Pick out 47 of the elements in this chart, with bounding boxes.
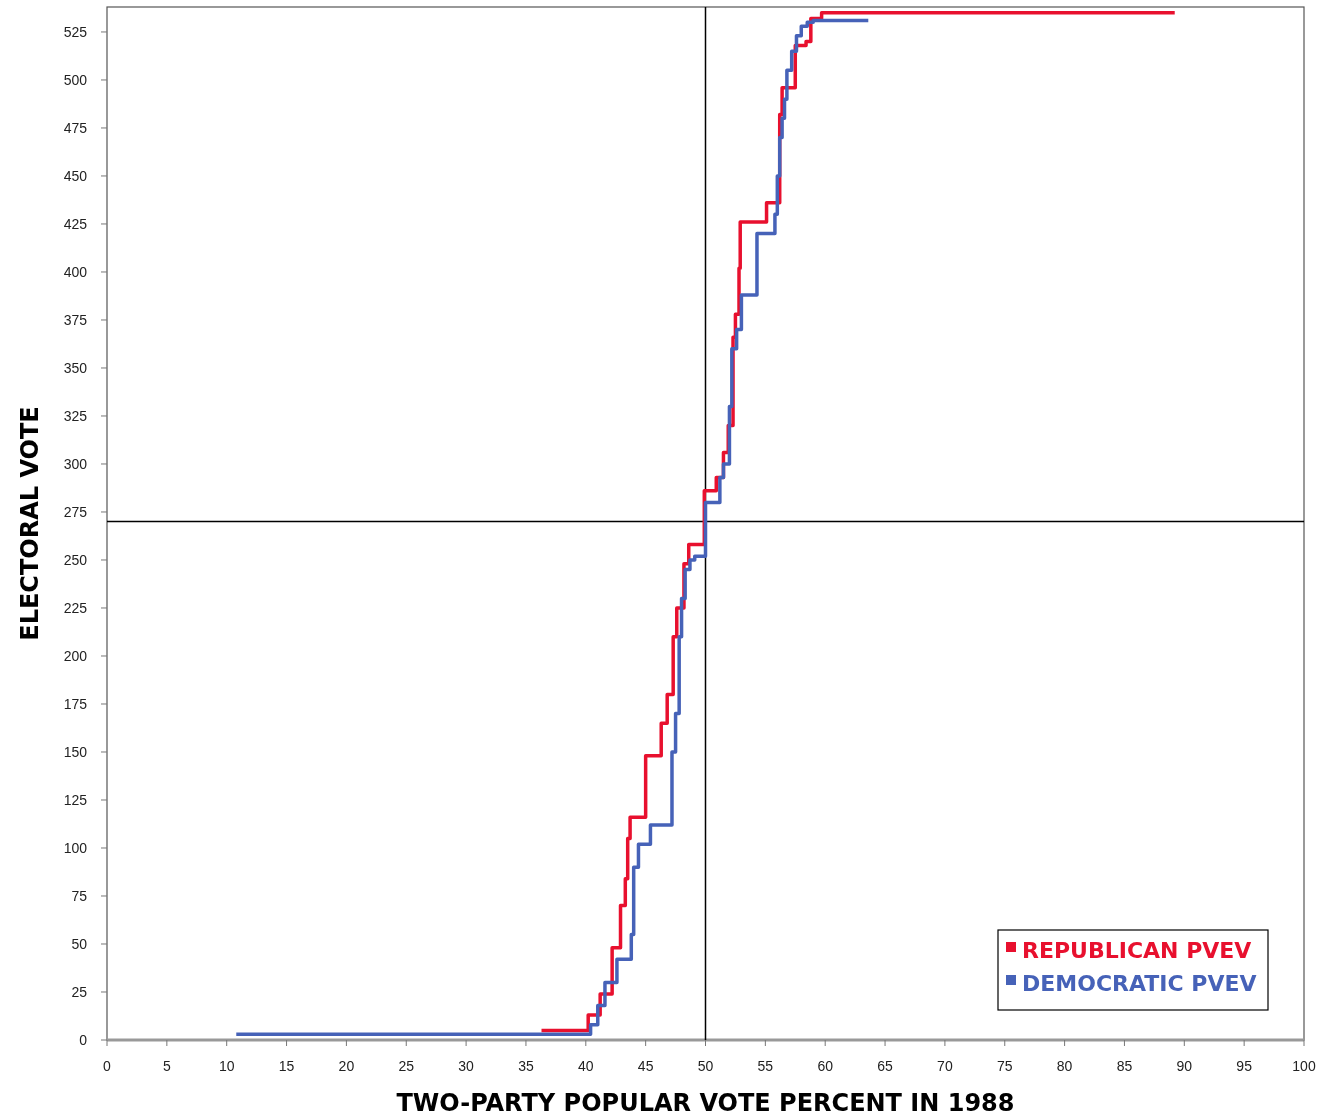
x-tick-label: 5	[162, 1058, 171, 1074]
y-tick-label: 275	[63, 503, 88, 520]
y-tick-label: 200	[63, 647, 88, 664]
y-tick-label: 225	[63, 599, 88, 616]
y-tick-label: 400	[63, 263, 88, 280]
y-tick-label: 50	[71, 936, 88, 952]
x-tick-label: 70	[937, 1058, 953, 1074]
x-tick-label: 50	[697, 1058, 714, 1074]
x-tick-label: 85	[1116, 1058, 1133, 1074]
x-tick-label: 20	[338, 1058, 355, 1074]
x-tick-label: 100	[1292, 1058, 1316, 1074]
y-tick-label: 500	[63, 71, 88, 88]
legend-label: REPUBLICAN PVEV	[1022, 938, 1252, 963]
x-tick-label: 75	[996, 1058, 1013, 1074]
x-tick-label: 60	[817, 1058, 834, 1074]
x-tick-label: 35	[518, 1058, 534, 1074]
y-tick-label: 425	[63, 215, 88, 232]
y-tick-label: 375	[63, 311, 88, 328]
x-tick-label: 25	[398, 1058, 415, 1074]
x-tick-label: 45	[637, 1058, 654, 1074]
y-tick-label: 125	[63, 791, 88, 808]
y-tick-label: 0	[79, 1032, 88, 1048]
x-tick-label: 95	[1236, 1058, 1253, 1074]
y-tick-label: 475	[63, 119, 88, 136]
y-tick-label: 25	[71, 984, 88, 1000]
y-tick-label: 450	[63, 167, 88, 184]
y-tick-label: 325	[63, 407, 88, 424]
x-tick-label: 65	[877, 1058, 894, 1074]
y-tick-label: 150	[63, 743, 88, 760]
x-tick-label: 0	[103, 1058, 112, 1074]
x-tick-label: 80	[1056, 1058, 1073, 1074]
x-tick-label: 90	[1176, 1058, 1193, 1074]
y-tick-label: 525	[63, 23, 88, 40]
y-tick-label: 300	[63, 455, 88, 472]
y-axis-title: ELECTORAL VOTE	[16, 406, 44, 641]
y-tick-label: 100	[63, 839, 88, 856]
y-tick-label: 250	[63, 551, 88, 568]
x-tick-label: 30	[458, 1058, 475, 1074]
x-tick-label: 40	[578, 1058, 594, 1074]
legend-label: DEMOCRATIC PVEV	[1022, 971, 1257, 996]
x-tick-label: 10	[218, 1058, 235, 1074]
x-tick-label: 15	[278, 1058, 295, 1074]
y-tick-label: 350	[63, 359, 88, 376]
x-tick-label: 55	[757, 1058, 774, 1074]
y-tick-label: 75	[71, 887, 88, 904]
x-axis-title: TWO-PARTY POPULAR VOTE PERCENT IN 1988	[396, 1089, 1015, 1115]
y-tick-label: 175	[63, 695, 88, 712]
